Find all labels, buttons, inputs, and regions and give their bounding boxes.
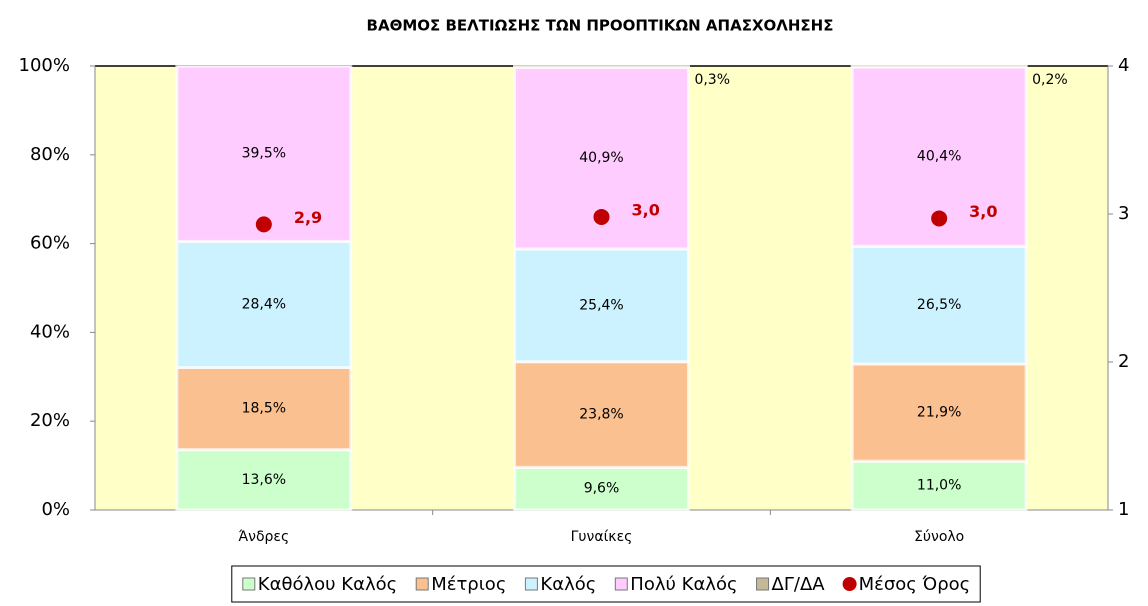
- bar-segment: [175, 365, 353, 452]
- legend-swatch: [415, 577, 429, 591]
- value-label: 25,4%: [579, 297, 623, 313]
- bar-segment: [513, 247, 690, 364]
- x-tick-label: Γυναίκες: [571, 529, 633, 545]
- mean-point: [931, 210, 948, 227]
- bar-segment: [850, 64, 1028, 69]
- legend-label: ΔΓ/ΔΑ: [772, 574, 826, 595]
- y2-tick-label: 2: [1118, 351, 1129, 372]
- value-label: 23,8%: [579, 407, 623, 423]
- legend-label: Μέτριος: [431, 574, 506, 595]
- y-tick-label: 20%: [30, 410, 70, 431]
- legend-swatch: [242, 577, 256, 591]
- value-label: 28,4%: [242, 296, 286, 312]
- value-label: 21,9%: [917, 405, 961, 421]
- y-tick-label: 60%: [30, 233, 70, 254]
- mean-point: [593, 208, 610, 225]
- value-label: 9,6%: [584, 481, 620, 497]
- y-tick-label: 80%: [30, 144, 70, 165]
- bar-segment: [513, 465, 690, 512]
- value-label: 0,2%: [1032, 72, 1068, 88]
- value-label: 26,5%: [917, 297, 961, 313]
- legend-label: Πολύ Καλός: [630, 574, 737, 595]
- value-label: 11,0%: [917, 478, 961, 494]
- legend-label: Μέσος Όρος: [859, 574, 971, 595]
- value-label: 0,3%: [694, 72, 730, 88]
- bar-segment: [175, 64, 353, 243]
- legend-label: Καθόλου Καλός: [258, 574, 397, 595]
- y2-tick-label: 4: [1118, 55, 1129, 76]
- x-tick-label: Άνδρες: [238, 529, 289, 545]
- y-tick-label: 40%: [30, 321, 70, 342]
- legend: Καθόλου Καλός Μέτριος Καλός Πολύ Καλός ΔΓ/ΔΑ…: [242, 574, 971, 595]
- y2-tick-label: 3: [1118, 203, 1129, 224]
- legend-swatch: [524, 577, 538, 591]
- mean-label: 3,0: [969, 202, 997, 221]
- y-tick-label: 0%: [41, 499, 70, 520]
- y-tick-label: 100%: [19, 55, 70, 76]
- bar-segment: [513, 64, 690, 69]
- value-label: 18,5%: [242, 401, 286, 417]
- bar-segment: [850, 459, 1028, 512]
- legend-box: [231, 565, 981, 603]
- mean-label: 2,9: [294, 208, 322, 227]
- chart-title: ΒΑΘΜΟΣ ΒΕΛΤΙΩΣΗΣ ΤΩΝ ΠΡΟΟΠΤΙΚΩΝ ΑΠΑΣΧΟΛΗ…: [367, 17, 834, 35]
- mean-label: 3,0: [632, 200, 660, 219]
- y2-tick-label: 1: [1118, 499, 1129, 520]
- x-tick-label: Σύνολο: [914, 529, 964, 545]
- legend-marker: [842, 577, 857, 591]
- legend-swatch: [756, 577, 770, 591]
- value-label: 13,6%: [242, 472, 286, 488]
- value-label: 40,9%: [579, 150, 623, 166]
- value-label: 39,5%: [242, 146, 286, 162]
- legend-label: Καλός: [540, 574, 596, 595]
- mean-point: [255, 216, 272, 233]
- legend-swatch: [614, 577, 628, 591]
- bar-segment: [175, 239, 353, 369]
- bar-segment: [513, 360, 690, 469]
- value-label: 40,4%: [917, 149, 961, 165]
